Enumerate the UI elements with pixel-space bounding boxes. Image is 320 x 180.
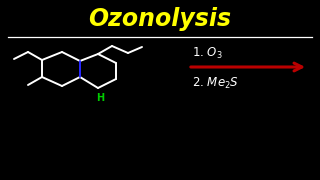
Text: Ozonolysis: Ozonolysis xyxy=(88,7,232,31)
Text: 2. $Me_2S$: 2. $Me_2S$ xyxy=(192,75,239,91)
Text: 1. $O_3$: 1. $O_3$ xyxy=(192,46,223,60)
Text: H: H xyxy=(96,93,104,103)
